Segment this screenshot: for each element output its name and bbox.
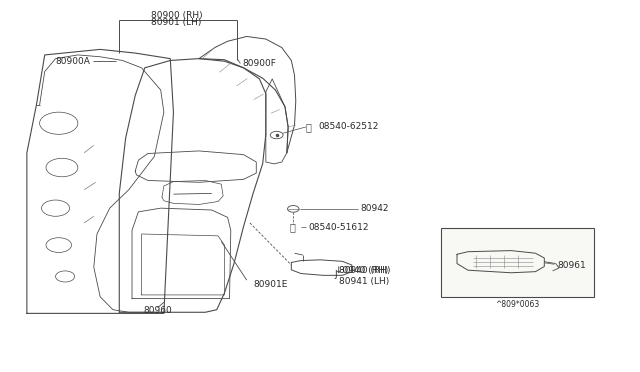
Text: 80901E: 80901E: [253, 280, 287, 289]
Text: 80942: 80942: [360, 204, 388, 214]
Text: 80900A: 80900A: [56, 57, 90, 66]
Text: 80900F: 80900F: [243, 59, 276, 68]
Text: ^809*0063: ^809*0063: [495, 300, 540, 310]
Text: Ⓢ: Ⓢ: [305, 122, 312, 132]
Text: 80901 (LH): 80901 (LH): [152, 18, 202, 27]
Text: Ⓢ: Ⓢ: [289, 222, 295, 232]
Text: 80960: 80960: [143, 306, 172, 315]
Text: ↓0940 (RH): ↓0940 (RH): [335, 266, 388, 275]
Text: 80941 (LH): 80941 (LH): [339, 278, 389, 286]
Text: 80961: 80961: [557, 261, 586, 270]
Text: 80900 (RH): 80900 (RH): [151, 10, 202, 20]
Text: 08540-62512: 08540-62512: [318, 122, 378, 131]
Bar: [441, 228, 594, 297]
Text: J: J: [335, 270, 337, 279]
Text: 08540-51612: 08540-51612: [308, 223, 369, 232]
Text: 80940 (RH): 80940 (RH): [339, 266, 390, 275]
